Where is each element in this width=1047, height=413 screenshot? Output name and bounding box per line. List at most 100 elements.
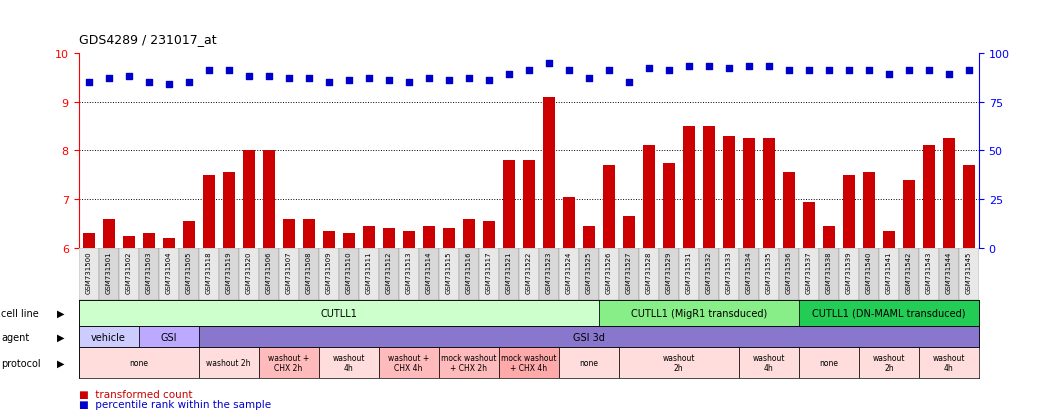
Point bbox=[481, 78, 497, 84]
Bar bbox=[199, 248, 219, 300]
Text: GSM731506: GSM731506 bbox=[266, 251, 271, 293]
Point bbox=[861, 68, 877, 74]
Text: GSM731513: GSM731513 bbox=[405, 251, 411, 293]
Bar bbox=[919, 348, 979, 378]
Text: GSM731523: GSM731523 bbox=[545, 251, 552, 293]
Text: GSM731525: GSM731525 bbox=[585, 251, 592, 293]
Bar bbox=[643, 146, 654, 248]
Bar bbox=[703, 127, 715, 248]
Bar bbox=[579, 248, 599, 300]
Text: GSM731538: GSM731538 bbox=[826, 251, 832, 293]
Bar bbox=[583, 226, 595, 248]
Text: CUTLL1: CUTLL1 bbox=[320, 308, 357, 318]
Text: GSM731517: GSM731517 bbox=[486, 251, 492, 293]
Text: GSM731504: GSM731504 bbox=[165, 251, 172, 293]
Bar bbox=[799, 348, 859, 378]
Text: GSM731502: GSM731502 bbox=[126, 251, 132, 293]
Text: vehicle: vehicle bbox=[91, 332, 126, 342]
Point bbox=[720, 66, 737, 73]
Point bbox=[340, 78, 357, 84]
Point bbox=[801, 68, 818, 74]
Point bbox=[841, 68, 857, 74]
Bar bbox=[122, 236, 135, 248]
Text: GSM731543: GSM731543 bbox=[926, 251, 932, 293]
Bar bbox=[883, 231, 895, 248]
Text: ▶: ▶ bbox=[57, 332, 65, 342]
Point bbox=[240, 74, 257, 81]
Text: mock washout
+ CHX 4h: mock washout + CHX 4h bbox=[500, 353, 557, 373]
Text: washout
2h: washout 2h bbox=[872, 353, 906, 373]
Point bbox=[500, 72, 517, 78]
Point bbox=[400, 80, 417, 86]
Point bbox=[760, 64, 777, 71]
Point bbox=[180, 80, 197, 86]
Text: GSM731511: GSM731511 bbox=[365, 251, 372, 293]
Bar bbox=[478, 248, 498, 300]
Text: ■  percentile rank within the sample: ■ percentile rank within the sample bbox=[79, 399, 271, 409]
Point bbox=[281, 76, 297, 82]
Text: GSM731514: GSM731514 bbox=[426, 251, 431, 293]
Bar bbox=[322, 231, 335, 248]
Text: GSM731520: GSM731520 bbox=[246, 251, 251, 293]
Point bbox=[120, 74, 137, 81]
Point bbox=[320, 80, 337, 86]
Bar bbox=[199, 326, 979, 348]
Point bbox=[621, 80, 638, 86]
Bar bbox=[79, 248, 98, 300]
Text: GSM731515: GSM731515 bbox=[446, 251, 451, 293]
Bar bbox=[439, 248, 459, 300]
Bar bbox=[639, 248, 659, 300]
Bar bbox=[162, 238, 175, 248]
Bar bbox=[559, 248, 579, 300]
Bar bbox=[79, 300, 599, 326]
Bar bbox=[403, 231, 415, 248]
Bar bbox=[439, 348, 498, 378]
Text: ▶: ▶ bbox=[57, 308, 65, 318]
Point bbox=[740, 64, 757, 71]
Point bbox=[780, 68, 797, 74]
Bar bbox=[763, 139, 775, 248]
Bar bbox=[739, 348, 799, 378]
Bar bbox=[318, 248, 338, 300]
Bar bbox=[939, 248, 959, 300]
Text: GSM731537: GSM731537 bbox=[806, 251, 811, 293]
Text: washout
4h: washout 4h bbox=[753, 353, 785, 373]
Bar bbox=[283, 219, 294, 248]
Bar bbox=[243, 151, 254, 248]
Point bbox=[160, 81, 177, 88]
Bar bbox=[803, 202, 815, 248]
Bar bbox=[799, 248, 819, 300]
Bar bbox=[503, 161, 515, 248]
Text: GSM731512: GSM731512 bbox=[385, 251, 392, 293]
Bar bbox=[259, 348, 318, 378]
Bar bbox=[223, 173, 235, 248]
Text: GSM731535: GSM731535 bbox=[765, 251, 772, 293]
Bar bbox=[83, 234, 94, 248]
Point bbox=[821, 68, 838, 74]
Bar bbox=[443, 229, 454, 248]
Text: GSM731529: GSM731529 bbox=[666, 251, 672, 293]
Bar bbox=[498, 348, 559, 378]
Text: none: none bbox=[129, 358, 148, 367]
Bar bbox=[839, 248, 859, 300]
Text: GSM731539: GSM731539 bbox=[846, 251, 852, 293]
Point bbox=[520, 68, 537, 74]
Bar bbox=[783, 173, 795, 248]
Text: GSM731540: GSM731540 bbox=[866, 251, 872, 293]
Bar bbox=[179, 248, 199, 300]
Bar bbox=[103, 219, 114, 248]
Text: GSM731505: GSM731505 bbox=[185, 251, 192, 293]
Bar bbox=[562, 197, 575, 248]
Text: GSM731531: GSM731531 bbox=[686, 251, 692, 293]
Text: GSM731544: GSM731544 bbox=[945, 251, 952, 293]
Point bbox=[461, 76, 477, 82]
Point bbox=[960, 68, 977, 74]
Point bbox=[420, 76, 437, 82]
Text: GSM731501: GSM731501 bbox=[106, 251, 112, 293]
Text: washout 2h: washout 2h bbox=[206, 358, 251, 367]
Bar bbox=[863, 173, 875, 248]
Point bbox=[220, 68, 237, 74]
Bar bbox=[559, 348, 619, 378]
Bar bbox=[399, 248, 419, 300]
Text: GSM731500: GSM731500 bbox=[86, 251, 91, 293]
